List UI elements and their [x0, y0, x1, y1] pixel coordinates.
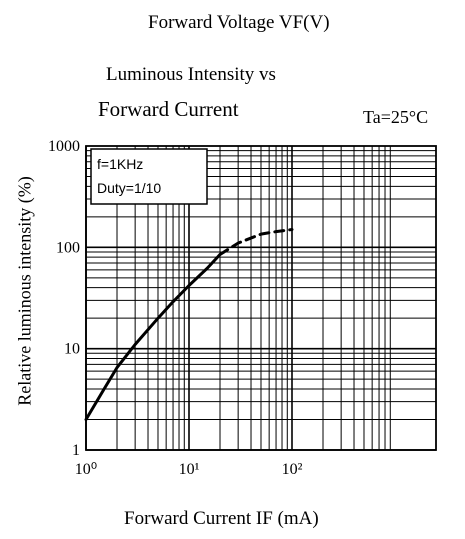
- chart-title-line-1: Luminous Intensity vs: [106, 64, 276, 85]
- top-axis-label: Forward Voltage VF(V): [148, 12, 330, 33]
- series-line-0: [84, 253, 222, 421]
- chart-title-line-2: Forward Current: [98, 97, 239, 121]
- x-tick-label: 10²: [282, 461, 303, 478]
- y-tick-label: 1000: [48, 138, 80, 155]
- plot-frame: [85, 145, 437, 451]
- x-tick-label: 10¹: [179, 461, 200, 478]
- legend-line-2: Duty=1/10: [97, 180, 161, 196]
- legend-line-1: f=1KHz: [97, 156, 143, 172]
- y-tick-label: 100: [56, 239, 80, 256]
- y-tick-label: 10: [64, 341, 80, 358]
- y-tick-label: 1: [72, 442, 80, 459]
- condition-label: Ta=25°C: [363, 107, 429, 127]
- legend-box: f=1KHz Duty=1/10: [90, 148, 208, 205]
- legend-box-frame: [90, 148, 208, 205]
- data-series: [84, 228, 294, 421]
- series-line-1: [218, 228, 294, 256]
- x-axis-label: Forward Current IF (mA): [124, 508, 319, 529]
- tick-labels: 1 10 100 1000 10⁰ 10¹ 10²: [48, 138, 303, 478]
- x-tick-label: 10⁰: [75, 461, 97, 478]
